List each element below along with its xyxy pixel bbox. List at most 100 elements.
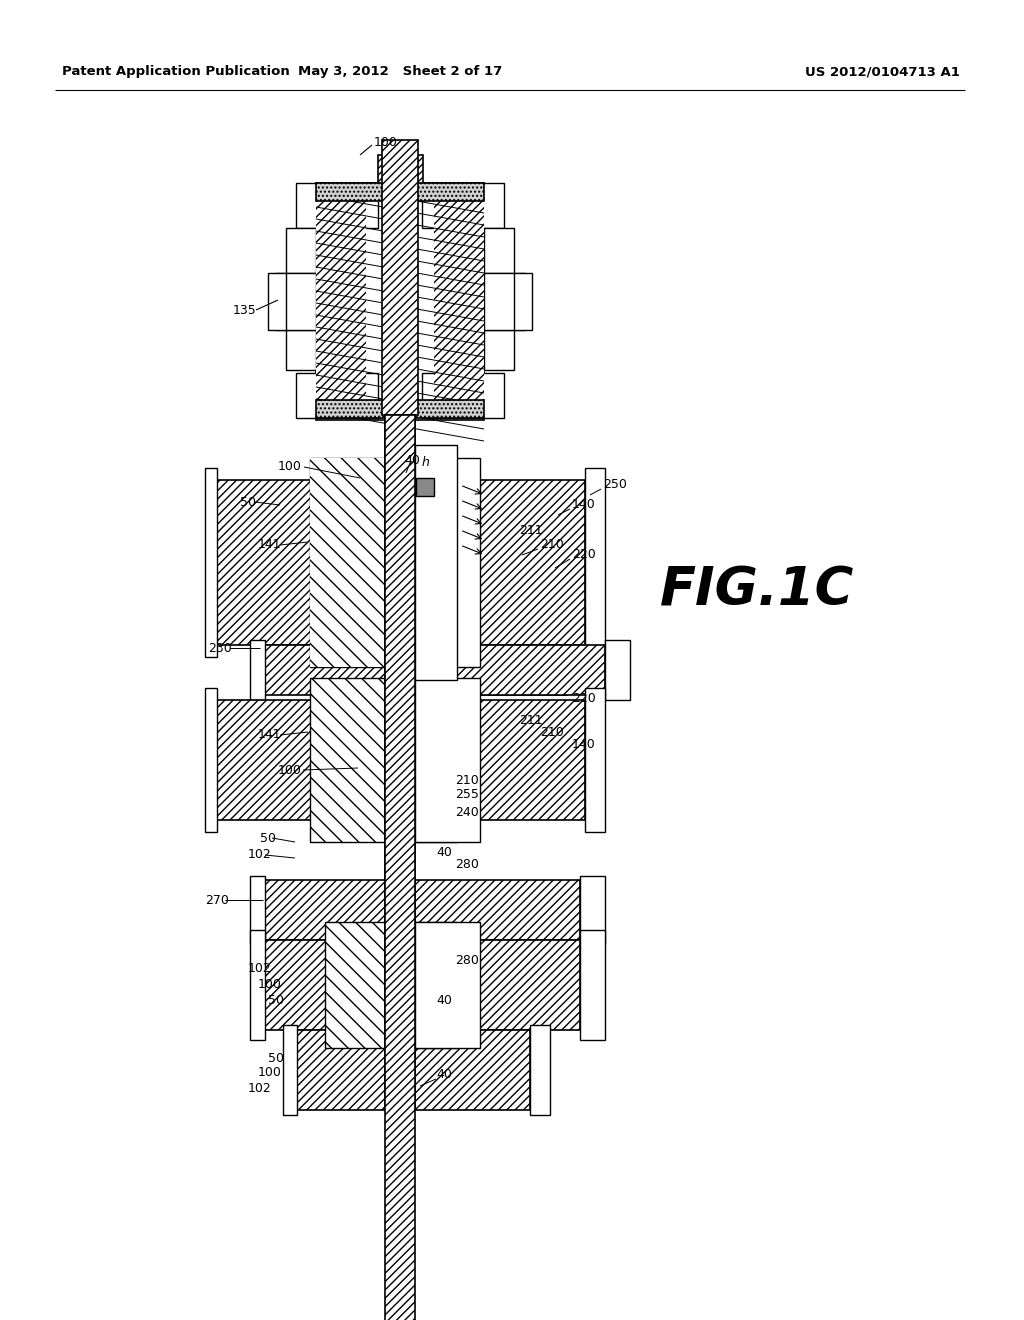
Bar (325, 921, 385, 1048)
Bar (415, 458, 480, 667)
Text: 40: 40 (436, 994, 452, 1006)
Bar (415, 1030, 530, 1110)
Bar (415, 940, 580, 1030)
Bar (316, 400, 484, 418)
Bar (415, 645, 605, 696)
Bar (415, 678, 480, 842)
Text: 100: 100 (258, 1067, 282, 1080)
Bar (310, 678, 385, 842)
Bar (250, 931, 265, 1040)
Bar (262, 645, 567, 696)
Text: US 2012/0104713 A1: US 2012/0104713 A1 (805, 66, 961, 78)
Text: 210: 210 (540, 726, 564, 739)
Bar (415, 880, 580, 940)
Bar (416, 478, 434, 496)
Text: 102: 102 (248, 961, 271, 974)
Bar (415, 678, 457, 842)
Bar (275, 273, 316, 330)
Bar (434, 201, 484, 400)
Text: 220: 220 (572, 549, 596, 561)
Bar (422, 374, 504, 418)
Bar (605, 640, 630, 700)
Text: 210: 210 (540, 539, 564, 552)
Text: 141: 141 (258, 729, 282, 742)
Bar (580, 876, 605, 944)
Text: FIG.1C: FIG.1C (660, 564, 854, 616)
Bar (415, 921, 480, 1048)
Bar (415, 458, 457, 667)
Bar (296, 374, 378, 418)
Bar (415, 700, 585, 820)
Text: 211: 211 (519, 524, 543, 536)
Bar (286, 330, 316, 370)
Bar (415, 445, 457, 680)
Text: 50: 50 (268, 994, 284, 1006)
Text: 230: 230 (208, 642, 231, 655)
Bar (530, 1026, 550, 1115)
Bar (484, 273, 525, 330)
Bar (422, 183, 504, 228)
Text: h: h (422, 455, 430, 469)
Bar (283, 1026, 297, 1115)
Bar (263, 880, 385, 940)
Bar (215, 700, 385, 820)
Bar (215, 480, 385, 645)
Text: 141: 141 (258, 539, 282, 552)
Bar (484, 228, 514, 273)
Text: 280: 280 (455, 858, 479, 871)
Text: 250: 250 (603, 479, 627, 491)
Bar (415, 480, 585, 645)
Bar (378, 154, 423, 185)
Text: 135: 135 (233, 304, 257, 317)
Bar (484, 330, 514, 370)
Bar (316, 183, 484, 420)
Text: 50: 50 (268, 1052, 284, 1064)
Bar (387, 416, 413, 1320)
Text: 240: 240 (455, 805, 479, 818)
Text: 100: 100 (258, 978, 282, 990)
Text: 50: 50 (260, 832, 276, 845)
Text: 270: 270 (205, 894, 229, 907)
Text: 40: 40 (404, 454, 420, 466)
Bar (580, 931, 605, 1040)
Text: Patent Application Publication: Patent Application Publication (62, 66, 290, 78)
Bar (386, 141, 414, 414)
Bar (310, 458, 385, 667)
Bar (263, 940, 385, 1030)
Text: 50: 50 (240, 495, 256, 508)
Bar (250, 640, 265, 700)
Bar (382, 140, 418, 414)
Text: May 3, 2012   Sheet 2 of 17: May 3, 2012 Sheet 2 of 17 (298, 66, 502, 78)
Bar (415, 921, 457, 1048)
Bar (250, 876, 265, 944)
Bar (286, 228, 316, 273)
Bar (514, 273, 532, 330)
Bar (296, 183, 378, 228)
Bar (585, 469, 605, 657)
Text: 40: 40 (436, 846, 452, 858)
Text: 102: 102 (248, 849, 271, 862)
Bar (585, 688, 605, 832)
Bar (385, 414, 415, 1320)
Text: 255: 255 (455, 788, 479, 801)
Bar (385, 414, 415, 1055)
Bar (316, 201, 366, 400)
Bar (386, 141, 414, 414)
Text: 280: 280 (455, 953, 479, 966)
Text: 100: 100 (278, 461, 302, 474)
Text: 210: 210 (455, 774, 479, 787)
Bar (205, 688, 217, 832)
Text: 40: 40 (436, 1068, 452, 1081)
Bar (316, 183, 484, 201)
Bar (387, 416, 413, 1320)
Text: 140: 140 (572, 738, 596, 751)
Text: 100: 100 (374, 136, 398, 149)
Text: 140: 140 (572, 499, 596, 511)
Bar (295, 1030, 385, 1110)
Text: 100: 100 (278, 763, 302, 776)
Text: 220: 220 (572, 692, 596, 705)
Text: 102: 102 (248, 1081, 271, 1094)
Bar (310, 458, 385, 667)
Text: 211: 211 (519, 714, 543, 726)
Bar (268, 273, 286, 330)
